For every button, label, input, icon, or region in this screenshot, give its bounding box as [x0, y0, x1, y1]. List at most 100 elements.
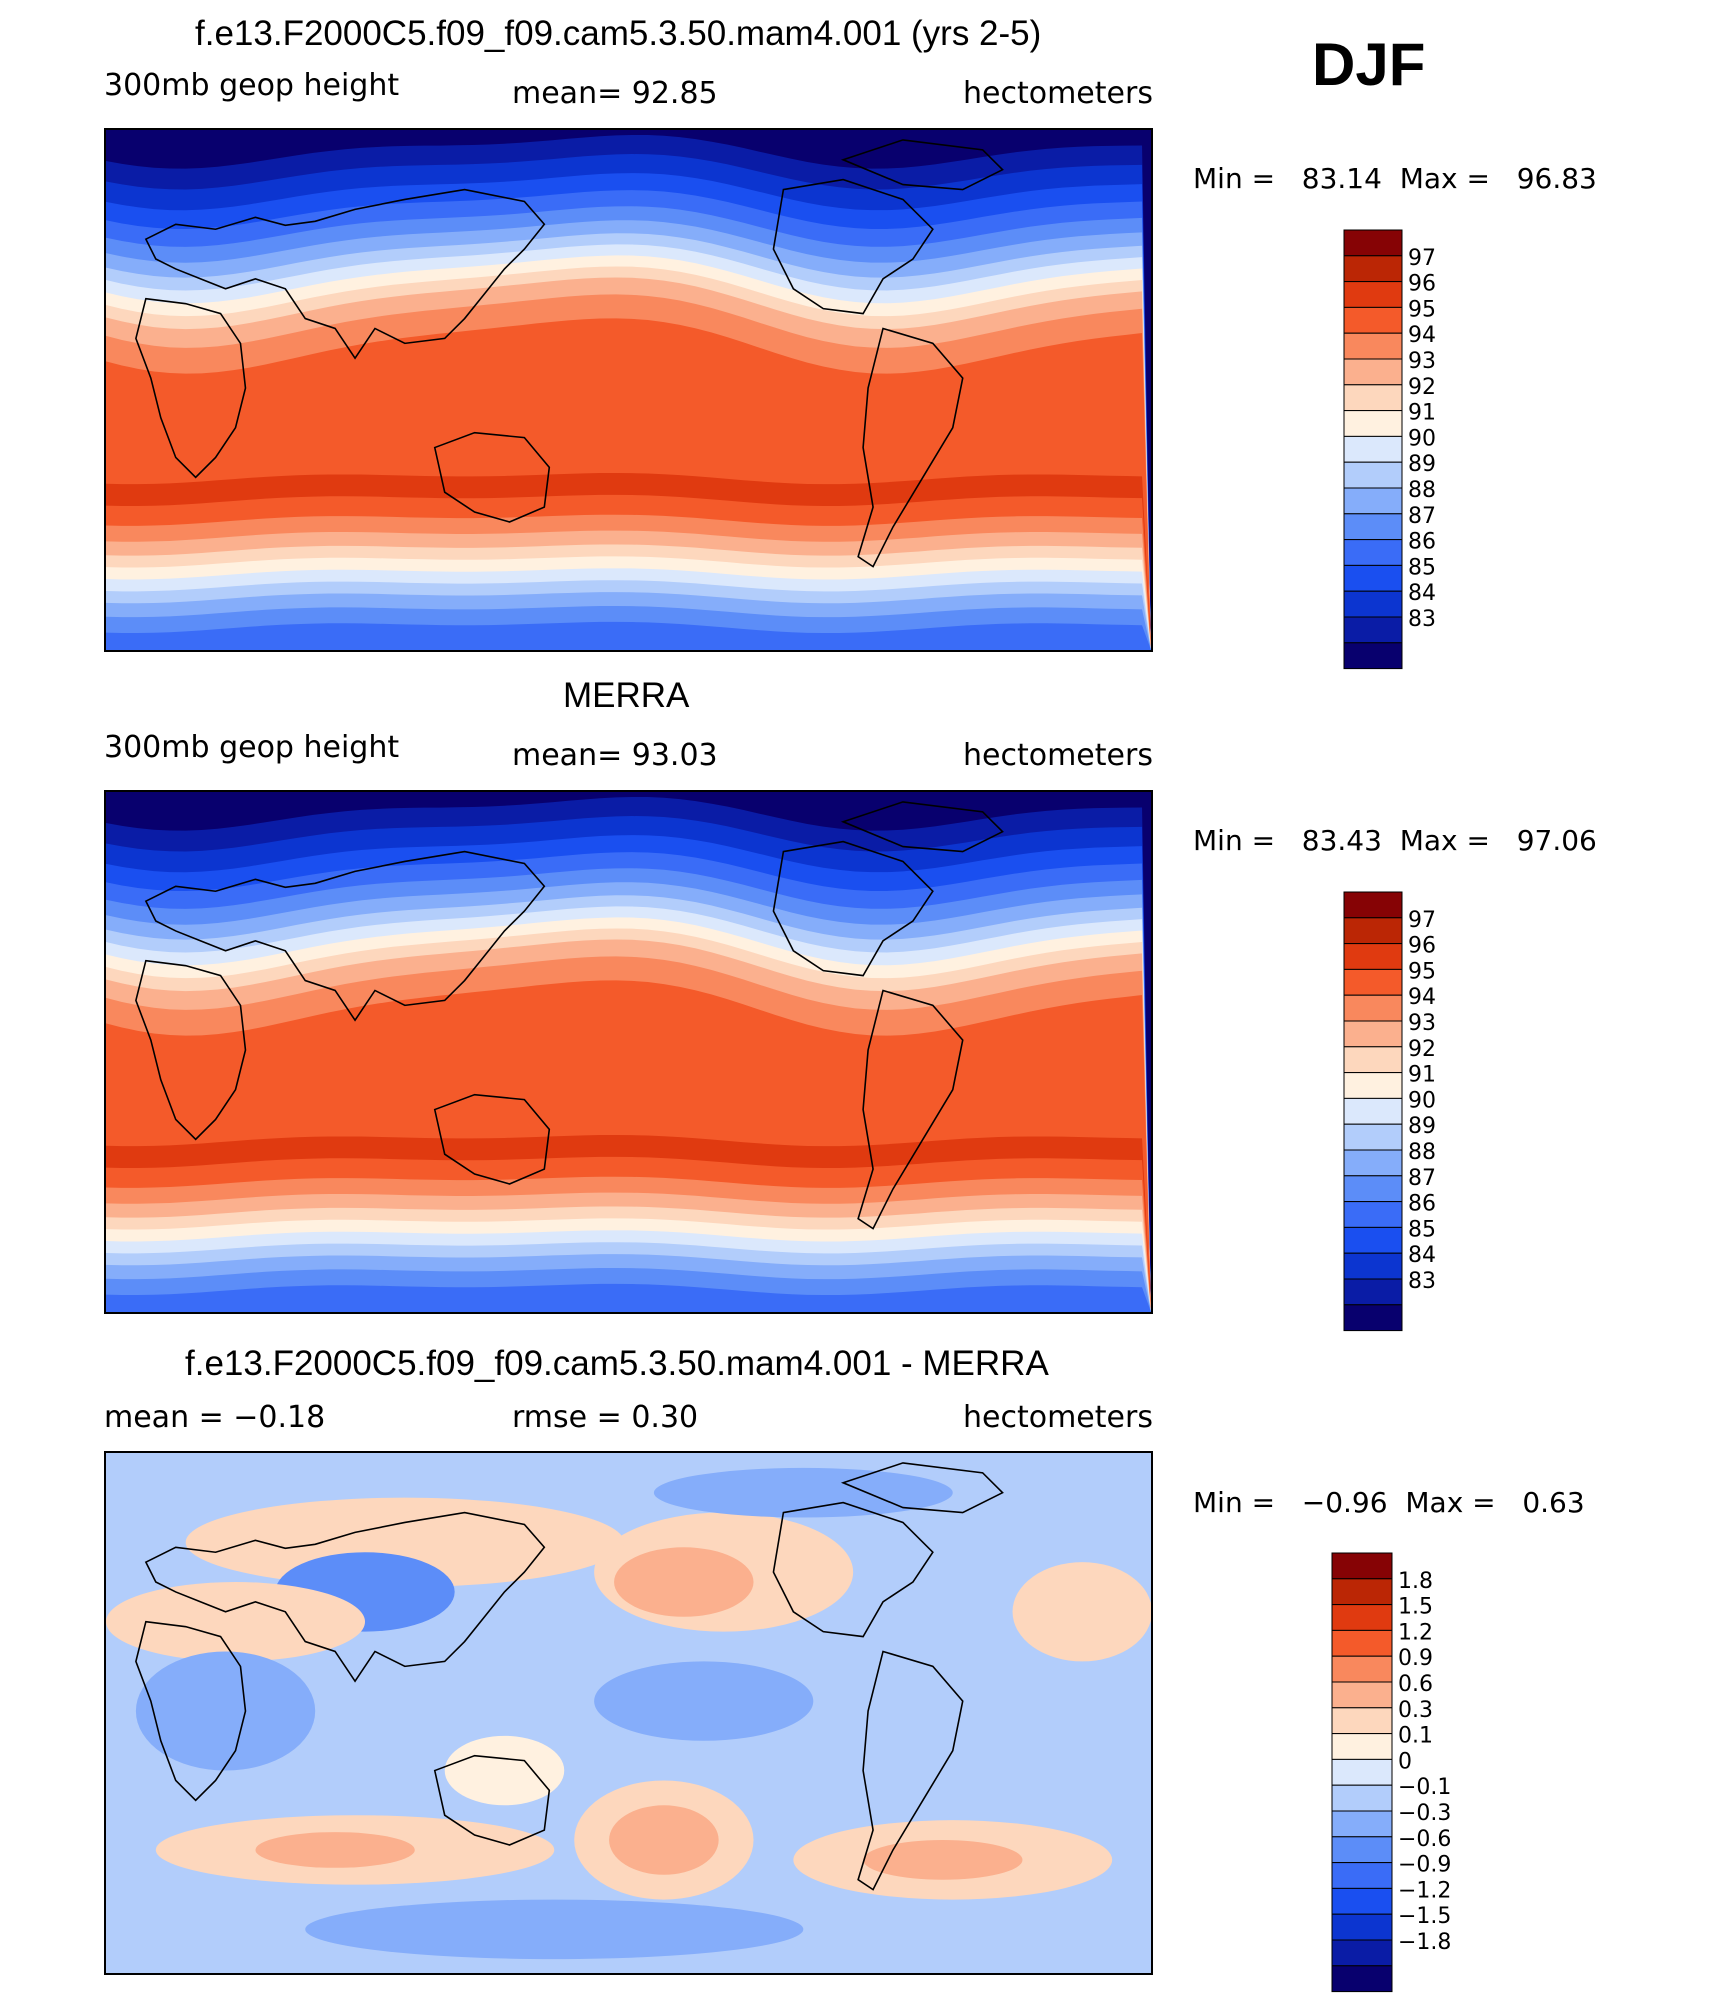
min-max-label: Min = −0.96 Max = 0.63 — [1193, 1486, 1585, 1519]
units-label: hectometers — [963, 738, 1153, 773]
colorbar-label: 84 — [1408, 1243, 1436, 1268]
colorbar-box — [1331, 1965, 1393, 1993]
colorbar-box — [1343, 564, 1403, 592]
coastline — [840, 801, 1004, 853]
colorbar: 97 96 95 94 93 92 91 90 89 88 87 86 85 84 83 — [1343, 891, 1504, 1340]
colorbar-box — [1343, 1278, 1403, 1306]
colorbar-box — [1343, 590, 1403, 618]
colorbar-box — [1343, 410, 1403, 437]
colorbar-label: 83 — [1408, 607, 1436, 632]
min-max-label: Min = 83.43 Max = 97.06 — [1193, 824, 1597, 857]
colorbar-label: 89 — [1408, 452, 1436, 477]
field-anomaly — [614, 1547, 754, 1617]
coastline — [135, 959, 247, 1141]
colorbar-box — [1343, 994, 1403, 1022]
min-value: −0.96 — [1301, 1486, 1388, 1519]
colorbar-box — [1331, 1810, 1393, 1838]
mean-label: mean = −0.18 — [104, 1400, 326, 1435]
colorbar-label: 0.9 — [1398, 1646, 1433, 1671]
colorbar-box — [1343, 1201, 1403, 1228]
colorbar-box — [1343, 487, 1403, 515]
coastline — [857, 1650, 964, 1891]
colorbar-box — [1331, 1939, 1393, 1967]
units-label: hectometers — [963, 1400, 1153, 1435]
field-band — [106, 1283, 1151, 1312]
rmse-label: rmse = 0.30 — [512, 1400, 699, 1435]
panel-title: MERRA — [563, 676, 690, 715]
colorbar-label: 90 — [1408, 426, 1436, 451]
colorbar-label: 93 — [1408, 349, 1436, 374]
colorbar-label: 1.8 — [1398, 1569, 1433, 1594]
coastline — [144, 188, 546, 360]
colorbar-label: 93 — [1408, 1011, 1436, 1036]
field-anomaly — [653, 1467, 953, 1518]
variable-label: 300mb geop height — [104, 68, 400, 103]
colorbar-label: 92 — [1408, 1037, 1436, 1062]
colorbar-box — [1331, 1552, 1393, 1580]
colorbar-label: −0.1 — [1398, 1775, 1451, 1800]
coastline — [135, 297, 247, 479]
colorbar-box — [1331, 1887, 1393, 1915]
colorbar-label: 1.5 — [1398, 1595, 1433, 1620]
colorbar-box — [1343, 306, 1403, 334]
min-label: Min = — [1193, 824, 1276, 857]
colorbar-box — [1331, 1655, 1393, 1683]
min-value: 83.43 — [1301, 824, 1382, 857]
colorbar-box — [1343, 642, 1403, 670]
field-anomaly — [863, 1840, 1023, 1880]
field-anomaly — [609, 1805, 719, 1875]
max-label: Max = — [1399, 162, 1490, 195]
colorbar: 1.8 1.5 1.2 0.9 0.6 0.3 0.1 0 −0.1 −0.3 −0.6 −0.9 −1… — [1331, 1552, 1492, 2001]
colorbar-box — [1343, 1252, 1403, 1280]
min-label: Min = — [1193, 1486, 1276, 1519]
colorbar-box — [1343, 1123, 1403, 1151]
colorbar-box — [1343, 1226, 1403, 1254]
colorbar-label: 94 — [1408, 985, 1436, 1010]
map-panel — [104, 790, 1153, 1314]
colorbar-box — [1343, 384, 1403, 412]
colorbar-label: 0 — [1398, 1749, 1412, 1774]
coastline — [857, 327, 964, 568]
colorbar-box — [1331, 1733, 1393, 1760]
coastline — [144, 1511, 546, 1683]
variable-label: 300mb geop height — [104, 730, 400, 765]
mean-label: mean= 93.03 — [512, 738, 718, 773]
colorbar-label: 1.2 — [1398, 1620, 1433, 1645]
colorbar-label: 0.3 — [1398, 1698, 1433, 1723]
colorbar-box — [1331, 1862, 1393, 1889]
colorbar-box — [1343, 917, 1403, 945]
colorbar-label: −1.2 — [1398, 1878, 1451, 1903]
colorbar-box — [1343, 1175, 1403, 1203]
coastline — [433, 1093, 551, 1185]
colorbar-box — [1343, 1149, 1403, 1177]
colorbar-label: 85 — [1408, 555, 1436, 580]
colorbar-label: 96 — [1408, 934, 1436, 959]
panel-title: f.e13.F2000C5.f09_f09.cam5.3.50.mam4.001… — [185, 1344, 1049, 1383]
colorbar-box — [1343, 891, 1403, 919]
colorbar-box — [1331, 1758, 1393, 1786]
colorbar-box — [1331, 1913, 1393, 1941]
colorbar-label: 91 — [1408, 401, 1436, 426]
colorbar-box — [1343, 435, 1403, 463]
colorbar-box — [1343, 943, 1403, 970]
colorbar-box — [1343, 1097, 1403, 1125]
colorbar-box — [1331, 1629, 1393, 1657]
colorbar-box — [1331, 1784, 1393, 1812]
field-anomaly — [444, 1735, 565, 1806]
colorbar-label: 87 — [1408, 504, 1436, 529]
max-value: 96.83 — [1516, 162, 1597, 195]
colorbar-label: −1.5 — [1398, 1904, 1451, 1929]
colorbar-label: 90 — [1408, 1088, 1436, 1113]
field-band — [106, 621, 1151, 650]
colorbar-label: −1.8 — [1398, 1930, 1451, 1955]
colorbar-label: 89 — [1408, 1114, 1436, 1139]
colorbar-label: 96 — [1408, 272, 1436, 297]
field-anomaly — [185, 1497, 625, 1587]
coastline — [772, 1501, 934, 1638]
colorbar-svg: 1.81.51.20.90.60.30.10−0.1−0.3−0.6−0.9−1… — [1331, 1552, 1451, 1993]
colorbar-label: 92 — [1408, 375, 1436, 400]
colorbar-box — [1343, 513, 1403, 541]
colorbar-box — [1331, 1604, 1393, 1631]
